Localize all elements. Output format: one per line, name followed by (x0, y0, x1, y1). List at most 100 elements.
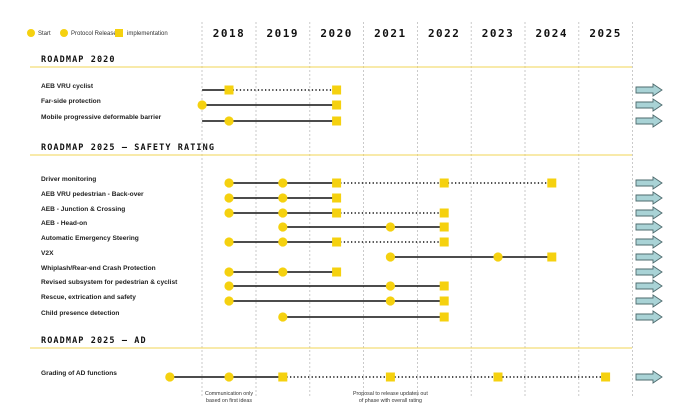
roadmap-row: Far-side protection (41, 98, 663, 112)
section-title: ROADMAP 2025 — SAFETY RATING (41, 143, 215, 153)
continuation-arrow-icon (635, 220, 663, 234)
section-title: ROADMAP 2020 (41, 55, 116, 65)
milestone-circle (493, 252, 503, 262)
continuation-arrow-icon (635, 294, 663, 308)
row-label: AEB - Head-on (41, 220, 87, 227)
row-label: AEB VRU cyclist (41, 83, 94, 90)
milestone-circle (197, 100, 207, 110)
implementation-square (332, 116, 342, 126)
implementation-square (332, 85, 342, 95)
milestone-circle (224, 116, 234, 126)
legend-protocol-marker (60, 29, 68, 37)
year-label: 2022 (428, 27, 461, 40)
milestone-circle (224, 208, 234, 218)
implementation-square (439, 222, 449, 232)
footnote-line: of phase with overall rating (359, 398, 422, 404)
continuation-arrow-icon (635, 310, 663, 324)
footnote-line: based on first ideas (206, 398, 252, 404)
milestone-circle (224, 372, 234, 382)
year-grid (201, 22, 633, 398)
milestone-circle (278, 312, 288, 322)
row-label: Driver monitoring (41, 176, 96, 183)
continuation-arrow-icon (635, 206, 663, 220)
implementation-square (332, 208, 342, 218)
roadmap-row: Mobile progressive deformable barrier (41, 114, 663, 128)
legend-implementation-marker (115, 29, 123, 37)
milestone-circle (224, 296, 234, 306)
continuation-arrow-icon (635, 235, 663, 249)
milestone-circle (278, 237, 288, 247)
roadmap-row: AEB - Head-on (41, 220, 663, 234)
year-label: 2019 (267, 27, 300, 40)
milestone-circle (224, 281, 234, 291)
implementation-square (385, 372, 395, 382)
implementation-square (332, 267, 342, 277)
footnote-line: Proposal to release updates out (353, 391, 428, 397)
legend-implementation-label: implementation (127, 31, 168, 37)
implementation-square (439, 312, 449, 322)
implementation-square (332, 178, 342, 188)
roadmap-row: Revised subsystem for pedestrian & cycli… (41, 279, 663, 293)
implementation-square (439, 281, 449, 291)
row-label: Mobile progressive deformable barrier (41, 114, 162, 121)
row-label: AEB - Junction & Crossing (41, 206, 125, 213)
implementation-square (601, 372, 611, 382)
milestone-circle (278, 222, 288, 232)
row-label: Whiplash/Rear-end Crash Protection (41, 265, 156, 272)
milestone-circle (385, 281, 395, 291)
roadmap-row: V2X (41, 250, 663, 264)
roadmap-section: ROADMAP 2025 — AD Grading of AD functions (30, 336, 663, 384)
legend-start-marker (27, 29, 35, 37)
legend-protocol-label: Protocol Release (71, 31, 117, 37)
milestone-circle (224, 193, 234, 203)
roadmap-row: Whiplash/Rear-end Crash Protection (41, 265, 663, 279)
row-label: Automatic Emergency Steering (41, 235, 139, 242)
year-label: 2021 (374, 27, 407, 40)
implementation-square (332, 100, 342, 110)
roadmap-row: AEB VRU cyclist (41, 83, 663, 97)
row-label: Far-side protection (41, 98, 101, 105)
row-label: Child presence detection (41, 310, 119, 317)
roadmap-section: ROADMAP 2025 — SAFETY RATING Driver monit… (30, 143, 663, 324)
continuation-arrow-icon (635, 98, 663, 112)
roadmap-row: AEB VRU pedestrian - Back-over (41, 191, 663, 205)
implementation-square (493, 372, 503, 382)
legend-start-label: Start (38, 31, 51, 37)
continuation-arrow-icon (635, 83, 663, 97)
implementation-square (332, 237, 342, 247)
implementation-square (439, 208, 449, 218)
roadmap-row: Driver monitoring (41, 176, 663, 190)
year-header: 2018 2019 2020 2021 2022 2023 2024 2025 (213, 27, 622, 40)
year-label: 2018 (213, 27, 246, 40)
implementation-square (439, 296, 449, 306)
continuation-arrow-icon (635, 250, 663, 264)
year-label: 2025 (589, 27, 622, 40)
roadmap-section: ROADMAP 2020 AEB VRU cyclist Far-side prot… (30, 55, 663, 128)
milestone-circle (385, 296, 395, 306)
year-label: 2023 (482, 27, 515, 40)
milestone-circle (278, 193, 288, 203)
milestone-circle (385, 222, 395, 232)
row-label: Rescue, extrication and safety (41, 294, 136, 301)
roadmap-row: Grading of AD functions (41, 370, 663, 384)
roadmap-sections: ROADMAP 2020 AEB VRU cyclist Far-side prot… (30, 55, 663, 384)
continuation-arrow-icon (635, 279, 663, 293)
milestone-circle (385, 252, 395, 262)
continuation-arrow-icon (635, 370, 663, 384)
implementation-square (547, 252, 557, 262)
milestone-circle (224, 178, 234, 188)
year-label: 2020 (320, 27, 353, 40)
roadmap-row: Rescue, extrication and safety (41, 294, 663, 308)
legend: Start Protocol Release implementation (27, 29, 168, 37)
row-label: V2X (41, 250, 54, 257)
milestone-circle (224, 237, 234, 247)
year-label: 2024 (536, 27, 569, 40)
continuation-arrow-icon (635, 191, 663, 205)
row-label: Revised subsystem for pedestrian & cycli… (41, 279, 178, 286)
milestone-circle (278, 267, 288, 277)
row-label: Grading of AD functions (41, 370, 117, 377)
implementation-square (332, 193, 342, 203)
continuation-arrow-icon (635, 265, 663, 279)
